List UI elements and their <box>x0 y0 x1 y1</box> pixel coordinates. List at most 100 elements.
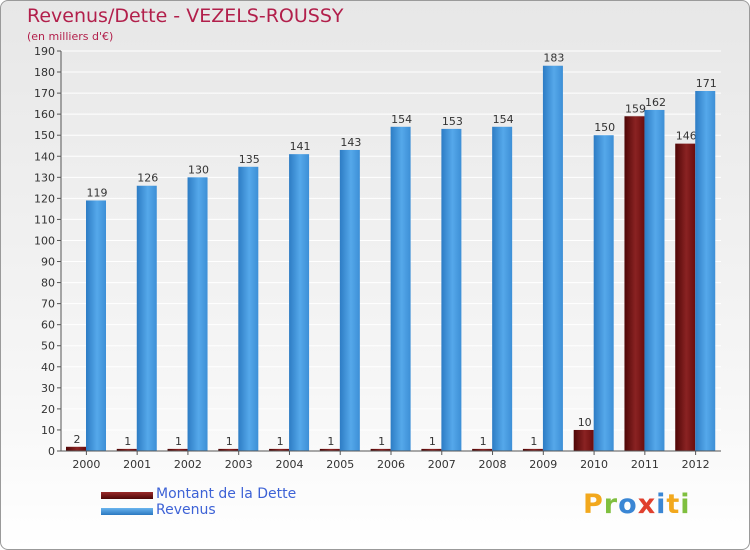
data-label-debt-2000: 2 <box>74 433 81 446</box>
data-label-revenue-2010: 150 <box>594 121 615 134</box>
y-tick-label-30: 30 <box>41 382 55 395</box>
data-label-revenue-2006: 154 <box>391 113 412 126</box>
bar-debt-2010 <box>573 429 594 451</box>
data-label-revenue-2003: 135 <box>239 153 260 166</box>
x-tick-label-2002: 2002 <box>174 458 202 471</box>
logo-letter: t <box>666 489 681 520</box>
y-tick-label-150: 150 <box>34 129 55 142</box>
y-tick-label-170: 170 <box>34 87 55 100</box>
logo-letter: r <box>603 489 619 520</box>
bar-debt-2004 <box>269 448 290 451</box>
x-tick-label-2005: 2005 <box>326 458 354 471</box>
data-label-debt-2007: 1 <box>429 435 436 448</box>
data-label-revenue-2002: 130 <box>188 163 209 176</box>
data-label-revenue-2011: 162 <box>645 96 666 109</box>
bar-debt-2002 <box>167 448 188 451</box>
data-label-debt-2002: 1 <box>175 435 182 448</box>
bar-debt-2001 <box>116 448 137 451</box>
data-label-revenue-2008: 154 <box>493 113 514 126</box>
bar-debt-2011 <box>624 116 645 452</box>
x-tick-label-2000: 2000 <box>72 458 100 471</box>
bar-revenue-2002 <box>187 177 208 451</box>
data-label-revenue-2009: 183 <box>543 52 564 65</box>
x-tick-label-2012: 2012 <box>682 458 710 471</box>
legend-label-revenue: Revenus <box>156 502 216 518</box>
y-tick-label-70: 70 <box>41 298 55 311</box>
data-label-debt-2005: 1 <box>327 435 334 448</box>
bar-revenue-2000 <box>86 200 106 451</box>
data-label-debt-2001: 1 <box>124 435 131 448</box>
bar-debt-2003 <box>218 448 239 451</box>
data-label-revenue-2000: 119 <box>87 186 108 199</box>
x-tick-label-2001: 2001 <box>123 458 151 471</box>
y-tick-label-90: 90 <box>41 256 55 269</box>
logo-letter: i <box>656 489 667 520</box>
x-tick-label-2003: 2003 <box>225 458 253 471</box>
x-tick-label-2007: 2007 <box>428 458 456 471</box>
y-tick-label-120: 120 <box>34 192 55 205</box>
bar-debt-2006 <box>370 448 391 451</box>
data-label-debt-2012: 146 <box>676 130 697 143</box>
y-tick-label-160: 160 <box>34 108 55 121</box>
legend-label-debt: Montant de la Dette <box>156 486 297 502</box>
legend-swatch-revenue <box>101 508 153 515</box>
bar-debt-2005 <box>319 448 340 451</box>
data-label-revenue-2012: 171 <box>696 77 717 90</box>
bar-revenue-2008 <box>492 126 513 451</box>
y-tick-label-40: 40 <box>41 361 55 374</box>
x-tick-label-2009: 2009 <box>529 458 557 471</box>
chart-subtitle: (en milliers d'€) <box>27 30 114 43</box>
data-label-debt-2011: 159 <box>625 102 646 115</box>
y-tick-label-100: 100 <box>34 234 55 247</box>
bar-revenue-2001 <box>136 185 157 451</box>
logo-letter: o <box>618 489 638 520</box>
bar-revenue-2004 <box>289 154 310 451</box>
bar-revenue-2007 <box>441 128 462 451</box>
y-tick-label-60: 60 <box>41 319 55 332</box>
y-tick-label-50: 50 <box>41 340 55 353</box>
y-tick-label-0: 0 <box>48 445 55 458</box>
logo-letter: i <box>680 489 691 520</box>
bar-debt-2007 <box>421 448 442 451</box>
x-tick-label-2004: 2004 <box>275 458 303 471</box>
x-tick-label-2008: 2008 <box>479 458 507 471</box>
data-label-debt-2008: 1 <box>480 435 487 448</box>
data-label-revenue-2007: 153 <box>442 115 463 128</box>
bar-revenue-2009 <box>542 65 563 451</box>
bar-debt-2009 <box>522 448 543 451</box>
x-tick-label-2011: 2011 <box>631 458 659 471</box>
x-tick-label-2006: 2006 <box>377 458 405 471</box>
data-label-debt-2006: 1 <box>378 435 385 448</box>
bar-revenue-2012 <box>695 91 716 451</box>
y-tick-label-80: 80 <box>41 277 55 290</box>
y-tick-label-110: 110 <box>34 213 55 226</box>
data-label-debt-2009: 1 <box>530 435 537 448</box>
bar-revenue-2005 <box>339 149 360 451</box>
logo-letter: x <box>637 489 657 520</box>
data-label-revenue-2005: 143 <box>340 136 361 149</box>
y-tick-label-10: 10 <box>41 424 55 437</box>
logo-letter: P <box>583 489 604 520</box>
bar-revenue-2011 <box>644 109 665 452</box>
y-tick-label-20: 20 <box>41 403 55 416</box>
data-label-debt-2003: 1 <box>226 435 233 448</box>
bar-revenue-2003 <box>238 166 259 451</box>
chart-title: Revenus/Dette - VEZELS-ROUSSY <box>27 5 344 27</box>
bar-revenue-2006 <box>390 126 411 451</box>
data-label-debt-2004: 1 <box>277 435 284 448</box>
bar-debt-2000 <box>66 446 86 451</box>
bar-debt-2012 <box>675 143 696 451</box>
y-tick-label-130: 130 <box>34 171 55 184</box>
data-label-revenue-2004: 141 <box>290 140 311 153</box>
proxiti-logo: Proxiti <box>583 489 691 520</box>
data-label-revenue-2001: 126 <box>137 172 158 185</box>
y-tick-label-190: 190 <box>34 45 55 58</box>
y-tick-label-180: 180 <box>34 66 55 79</box>
y-tick-label-140: 140 <box>34 150 55 163</box>
bar-revenue-2010 <box>593 135 614 452</box>
data-label-debt-2010: 10 <box>578 416 592 429</box>
legend-swatch-debt <box>101 492 153 499</box>
bar-debt-2008 <box>472 448 493 451</box>
